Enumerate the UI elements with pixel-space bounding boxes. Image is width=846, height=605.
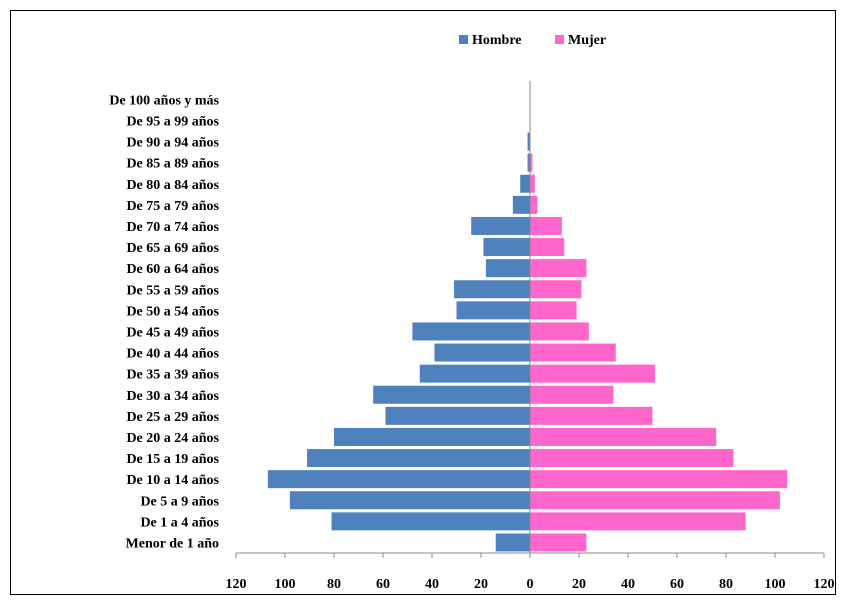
- category-label: De 25 a 29 años: [126, 410, 219, 425]
- x-axis: 120 100 80 60 40 20 0 20 40 60 80 100 120: [226, 80, 835, 592]
- bar-hombre: [456, 301, 530, 320]
- bar-hombre: [412, 322, 530, 341]
- category-label: De 35 a 39 años: [126, 368, 219, 383]
- x-tick-label: 100: [275, 577, 296, 592]
- category-label: Menor de 1 año: [126, 536, 219, 551]
- bar-mujer: [530, 449, 734, 468]
- x-tick-label: 80: [327, 577, 341, 592]
- bar-hombre: [334, 427, 530, 446]
- legend: Hombre Mujer: [459, 33, 606, 48]
- category-label: De 30 a 34 años: [126, 389, 219, 404]
- x-tick-label: 40: [425, 577, 439, 592]
- bar-mujer: [530, 174, 535, 193]
- bar-hombre: [434, 343, 530, 362]
- bar-mujer: [530, 259, 587, 278]
- bar-mujer: [530, 195, 538, 214]
- category-label: De 70 a 74 años: [126, 220, 219, 235]
- category-label: De 80 a 84 años: [126, 178, 219, 193]
- bar-mujer: [530, 533, 587, 552]
- x-tick-label: 40: [621, 577, 635, 592]
- category-label: De 5 a 9 años: [140, 494, 219, 509]
- category-label: De 20 a 24 años: [126, 431, 219, 446]
- bar-mujer: [530, 238, 565, 257]
- x-tick-label: 100: [765, 577, 786, 592]
- bar-hombre: [419, 364, 530, 383]
- category-label: De 95 a 99 años: [126, 114, 219, 129]
- bar-hombre: [267, 470, 530, 489]
- bar-mujer: [530, 280, 582, 299]
- category-label: De 75 a 79 años: [126, 199, 219, 214]
- bar-mujer: [530, 153, 533, 172]
- bar-mujer: [530, 491, 780, 510]
- bar-mujer: [530, 427, 717, 446]
- bar-hombre: [307, 449, 530, 468]
- legend-swatch-mujer: [555, 35, 564, 44]
- bar-hombre: [520, 174, 530, 193]
- bar-mujer: [530, 406, 653, 425]
- bar-hombre: [373, 385, 530, 404]
- bar-mujer: [530, 301, 577, 320]
- category-label: De 65 a 69 años: [126, 241, 219, 256]
- category-label: De 45 a 49 años: [126, 325, 219, 340]
- bar-mujer: [530, 512, 746, 531]
- bar-hombre: [495, 533, 530, 552]
- category-label: De 40 a 44 años: [126, 347, 219, 362]
- x-tick-label: 0: [527, 577, 534, 592]
- category-label: De 85 a 89 años: [126, 157, 219, 172]
- x-tick-label: 20: [572, 577, 586, 592]
- x-tick-label: 60: [670, 577, 684, 592]
- x-tick-label: 120: [226, 577, 247, 592]
- bar-mujer: [530, 216, 562, 235]
- bars: [267, 132, 788, 552]
- bar-hombre: [385, 406, 530, 425]
- bar-mujer: [530, 470, 788, 489]
- bar-hombre: [331, 512, 530, 531]
- bar-hombre: [512, 195, 530, 214]
- x-tick-label: 80: [719, 577, 733, 592]
- category-labels: Menor de 1 año De 1 a 4 años De 5 a 9 años…: [109, 93, 219, 551]
- category-label: De 90 a 94 años: [126, 136, 219, 151]
- category-label: De 55 a 59 años: [126, 283, 219, 298]
- category-label: De 15 a 19 años: [126, 452, 219, 467]
- x-tick-label: 120: [814, 577, 835, 592]
- legend-label-mujer: Mujer: [568, 33, 606, 48]
- legend-swatch-hombre: [459, 35, 468, 44]
- bar-mujer: [530, 385, 614, 404]
- bar-mujer: [530, 343, 616, 362]
- bar-hombre: [483, 238, 530, 257]
- bar-hombre: [527, 132, 530, 151]
- x-tick-label: 60: [376, 577, 390, 592]
- category-label: De 1 a 4 años: [140, 515, 219, 530]
- bar-hombre: [527, 153, 530, 172]
- chart-frame: [10, 10, 836, 595]
- bar-hombre: [485, 259, 530, 278]
- legend-label-hombre: Hombre: [472, 33, 522, 48]
- x-tick-label: 20: [474, 577, 488, 592]
- category-label: De 100 años y más: [109, 93, 219, 108]
- bar-hombre: [289, 491, 530, 510]
- category-label: De 50 a 54 años: [126, 304, 219, 319]
- bar-mujer: [530, 364, 655, 383]
- bar-hombre: [471, 216, 530, 235]
- bar-hombre: [454, 280, 530, 299]
- category-label: De 60 a 64 años: [126, 262, 219, 277]
- category-label: De 10 a 14 años: [126, 473, 219, 488]
- bar-mujer: [530, 322, 589, 341]
